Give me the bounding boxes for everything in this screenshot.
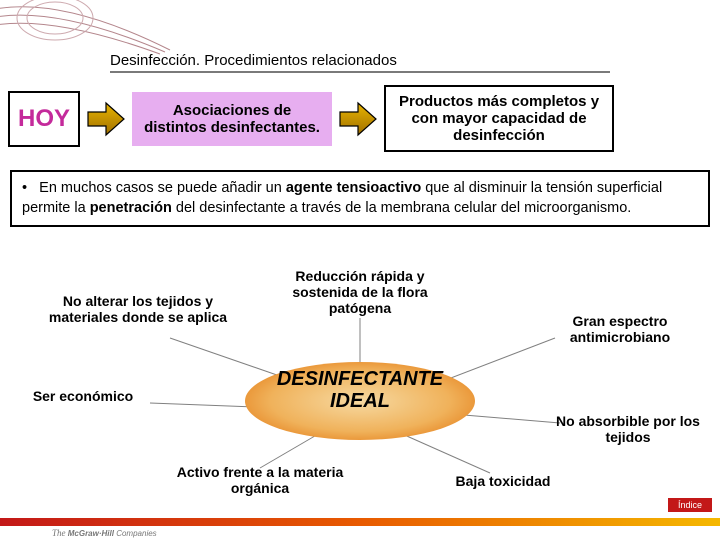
header-decoration bbox=[0, 0, 180, 55]
arrow-icon bbox=[86, 99, 126, 139]
body-post: del desinfectante a través de la membran… bbox=[172, 200, 631, 216]
products-box: Productos más completos y con mayor capa… bbox=[384, 85, 614, 152]
arrow-icon bbox=[338, 99, 378, 139]
footer-gradient-bar bbox=[0, 518, 720, 526]
body-bold1: agente tensioactivo bbox=[286, 180, 421, 196]
spoke-tissue: No alterar los tejidos y materiales dond… bbox=[38, 293, 238, 325]
spoke-toxicity: Baja toxicidad bbox=[428, 473, 578, 489]
spoke-absorb: No absorbible por los tejidos bbox=[548, 413, 708, 445]
spoke-reduction: Reducción rápida y sostenida de la flora… bbox=[270, 268, 450, 316]
center-label: DESINFECTANTE IDEAL bbox=[250, 368, 470, 412]
spoke-economic: Ser económico bbox=[8, 388, 158, 404]
logo-suffix: Companies bbox=[116, 529, 156, 538]
page-title: Desinfección. Procedimientos relacionado… bbox=[110, 52, 610, 73]
radial-diagram: DESINFECTANTE IDEAL Reducción rápida y s… bbox=[0, 248, 720, 508]
hoy-label: HOY bbox=[8, 91, 80, 147]
associations-text: Asociaciones de distintos desinfectantes… bbox=[144, 102, 320, 136]
spoke-spectrum: Gran espectro antimicrobiano bbox=[540, 313, 700, 345]
products-text: Productos más completos y con mayor capa… bbox=[399, 93, 599, 144]
logo-prefix: The bbox=[52, 528, 66, 538]
spoke-organic: Activo frente a la materia orgánica bbox=[170, 464, 350, 496]
associations-box: Asociaciones de distintos desinfectantes… bbox=[132, 92, 332, 146]
hoy-row: HOY Asociaciones de distintos desinfecta… bbox=[8, 85, 712, 152]
publisher-logo: The McGraw·Hill Companies bbox=[52, 528, 157, 538]
index-button[interactable]: Índice bbox=[668, 498, 712, 512]
logo-main: McGraw·Hill bbox=[68, 529, 114, 538]
bullet: • bbox=[22, 180, 27, 196]
body-text: • En muchos casos se puede añadir un age… bbox=[10, 170, 710, 227]
body-pre: En muchos casos se puede añadir un bbox=[39, 180, 286, 196]
body-bold2: penetración bbox=[90, 200, 172, 216]
